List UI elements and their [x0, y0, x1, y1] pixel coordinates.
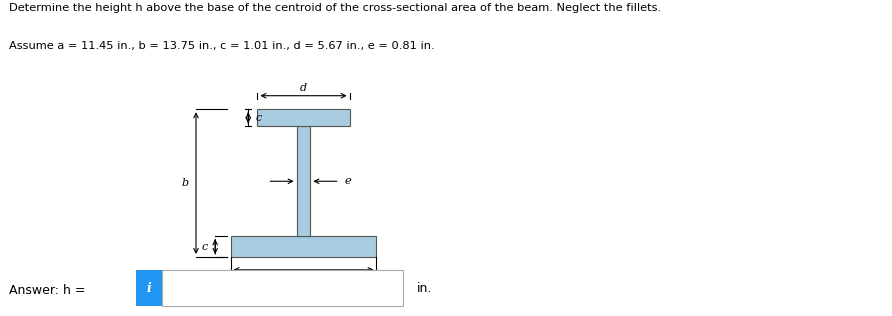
Bar: [162, 270, 403, 306]
Text: c: c: [202, 242, 208, 252]
Text: in.: in.: [417, 282, 432, 295]
Text: d: d: [300, 83, 307, 93]
Bar: [136, 270, 162, 306]
Text: Determine the height h above the base of the centroid of the cross-sectional are: Determine the height h above the base of…: [9, 3, 661, 13]
Text: e: e: [345, 176, 351, 186]
Bar: [258, 109, 350, 126]
Text: Answer: h =: Answer: h =: [9, 284, 89, 297]
Bar: [297, 126, 310, 236]
Text: c: c: [256, 113, 262, 123]
Text: a: a: [301, 272, 307, 283]
Text: Assume a = 11.45 in., b = 13.75 in., c = 1.01 in., d = 5.67 in., e = 0.81 in.: Assume a = 11.45 in., b = 13.75 in., c =…: [9, 41, 434, 51]
Text: b: b: [182, 178, 189, 188]
Text: i: i: [146, 282, 152, 295]
Bar: [230, 236, 376, 257]
